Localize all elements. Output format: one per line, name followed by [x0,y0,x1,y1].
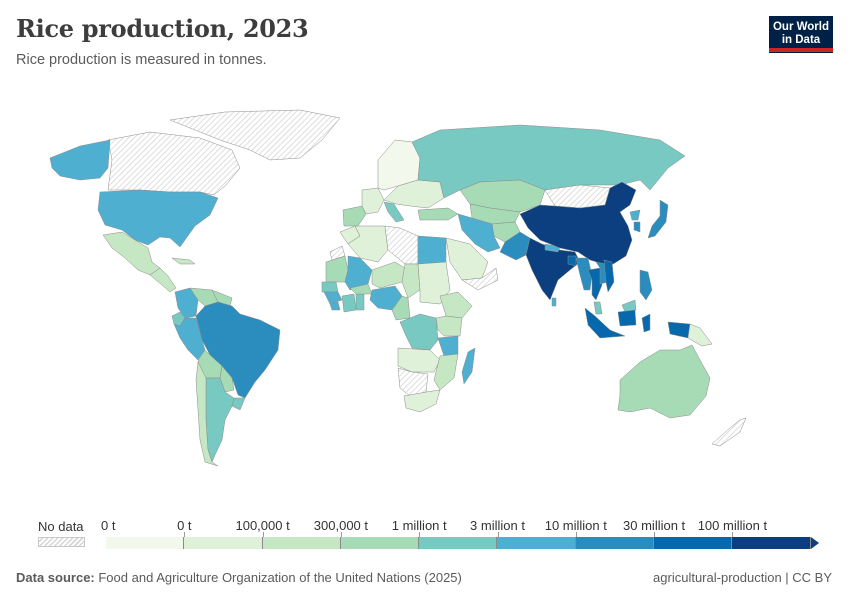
region-cuba[interactable] [171,257,196,265]
legend-tick-label: 0 t [177,518,192,533]
region-peru[interactable] [173,317,206,361]
region-united-states[interactable] [97,189,219,248]
region-chad[interactable] [401,263,421,299]
legend-bin-8[interactable] [732,537,811,549]
region-uruguay[interactable] [231,397,246,411]
legend-tick-mark [497,532,499,537]
legend-tick-mark [575,532,577,537]
region-central-america[interactable] [149,267,177,293]
no-data-label: No data [38,519,84,534]
legend-arrow-icon [810,537,819,549]
chart-title: Rice production, 2023 [16,14,309,43]
legend-tick-mark [262,532,264,537]
region-senegal[interactable] [321,281,339,293]
world-map[interactable] [0,100,850,510]
chart-subtitle: Rice production is measured in tonnes. [16,52,267,68]
region-italy[interactable] [383,201,405,223]
region-south-korea[interactable] [633,221,641,233]
legend-bin-6[interactable] [575,537,655,549]
data-source-label: Data source: [16,570,95,585]
region-china[interactable] [519,181,637,267]
chart-slug-license[interactable]: agricultural-production | CC BY [653,570,832,585]
region-niger[interactable] [371,261,406,289]
region-tanzania[interactable] [437,335,459,357]
legend-tick-mark [654,532,656,537]
region-mongolia[interactable] [544,184,611,209]
region-sri-lanka[interactable] [551,297,557,307]
region-ethiopia[interactable] [439,291,473,319]
legend-tick-mark [419,532,421,537]
region-angola-zambia[interactable] [397,347,441,373]
region-iran[interactable] [457,213,501,253]
legend-tick-label: 30 million t [623,518,686,533]
legend-tick-label: 1 million t [391,518,447,533]
legend-tick-label: 0 t [101,518,116,533]
region-canada[interactable] [107,131,241,196]
region-indonesia[interactable] [584,307,691,339]
legend-tick-mark [184,532,186,537]
map-legend: No data [0,515,850,555]
legend-tick-label: 300,000 t [313,518,368,533]
region-libya[interactable] [384,225,419,265]
region-sierra-leone[interactable] [329,301,341,311]
owid-logo[interactable]: Our World in Data [769,16,833,53]
region-myanmar[interactable] [575,257,593,291]
region-vietnam[interactable] [603,259,615,293]
region-mauritania[interactable] [325,255,349,283]
legend-color-bins [106,537,819,549]
region-north-korea[interactable] [629,209,641,221]
region-australia[interactable] [617,344,711,419]
logo-line-1: Our World [772,21,829,33]
legend-tick-label: 10 million t [544,518,607,533]
legend-bin-3[interactable] [340,537,420,549]
region-philippines[interactable] [639,269,653,301]
region-oman-yemen[interactable] [461,267,499,291]
no-data-swatch [38,537,85,547]
region-egypt[interactable] [417,235,447,265]
region-ghana[interactable] [355,293,365,311]
legend-tick-label: 100 million t [697,518,768,533]
legend-tick-label: 3 million t [470,518,525,533]
data-source: Data source: Food and Agriculture Organi… [16,570,462,585]
region-south-africa[interactable] [403,389,441,413]
legend-bin-1[interactable] [184,537,263,549]
region-papua-new-guinea[interactable] [687,323,713,347]
region-cote-divoire[interactable] [341,293,357,313]
legend-tick-label: 100,000 t [235,518,290,533]
region-guinea[interactable] [323,291,343,305]
region-iberia[interactable] [342,205,367,227]
country-regions [49,109,747,467]
logo-line-2: in Data [781,34,821,46]
region-japan[interactable] [647,199,669,239]
legend-bin-5[interactable] [497,537,576,549]
region-new-zealand[interactable] [711,417,747,447]
region-malaysia[interactable] [593,299,637,315]
logo-accent-bar [769,48,833,52]
region-kenya-uganda[interactable] [435,315,463,337]
region-mozambique-malawi[interactable] [433,353,459,391]
legend-tick-mark [340,532,342,537]
region-france[interactable] [361,187,385,215]
region-chile[interactable] [195,361,219,467]
region-turkey[interactable] [417,207,459,221]
region-sudan[interactable] [417,261,451,305]
legend-bin-4[interactable] [419,537,498,549]
region-dr-congo[interactable] [399,313,439,351]
region-bangladesh[interactable] [567,255,577,267]
legend-bin-0[interactable] [106,537,185,549]
data-source-text: Food and Agriculture Organization of the… [94,570,462,585]
region-madagascar[interactable] [461,347,476,385]
legend-bin-7[interactable] [654,537,733,549]
legend-tick-mark [732,532,734,537]
region-alaska[interactable] [49,139,111,181]
region-cameroon[interactable] [391,295,411,321]
legend-bin-2[interactable] [262,537,341,549]
region-russia[interactable] [411,124,686,199]
region-greenland[interactable] [169,109,341,161]
